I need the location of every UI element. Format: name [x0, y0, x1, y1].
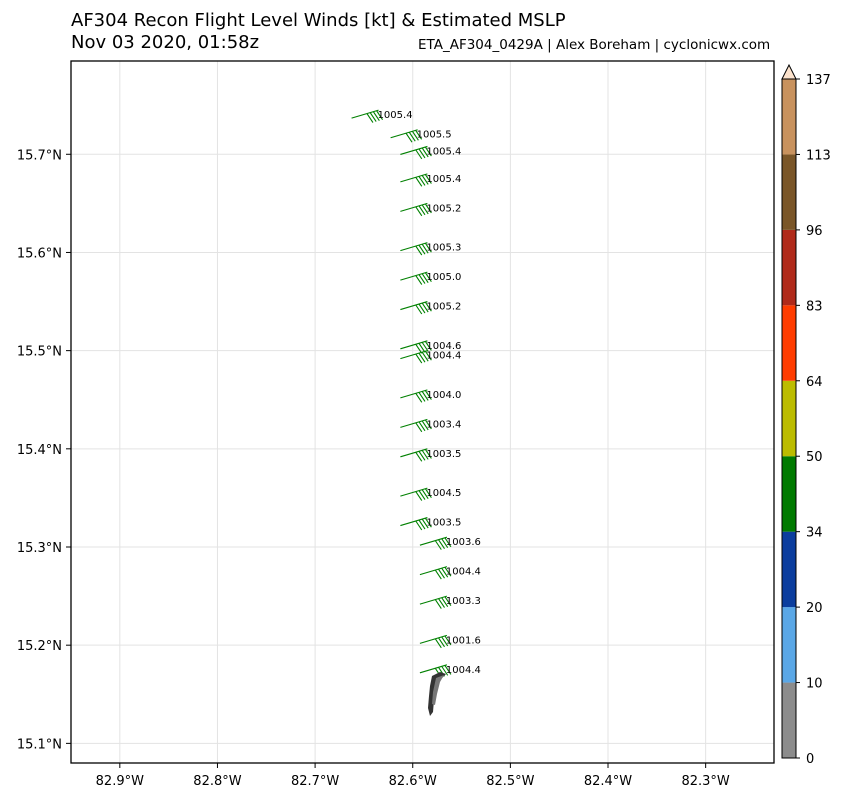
y-tick-label: 15.7°N [17, 148, 62, 163]
colorbar-segment [782, 305, 796, 381]
x-tick-label: 82.3°W [681, 774, 729, 789]
storm-center-marker [428, 672, 446, 716]
wind-barb [419, 536, 452, 550]
x-tick-label: 82.5°W [486, 774, 534, 789]
mslp-label: 1005.0 [426, 272, 461, 283]
colorbar-tick-label: 50 [806, 450, 823, 465]
mslp-label: 1004.5 [426, 488, 461, 499]
colorbar-tick-label: 96 [806, 224, 823, 239]
colorbar-tick-label: 34 [806, 526, 823, 541]
wind-barb [400, 173, 432, 187]
colorbar-tick-label: 113 [806, 148, 831, 163]
colorbar-tick-label: 83 [806, 299, 823, 314]
wind-barb [400, 202, 432, 217]
wind-barb [390, 129, 423, 143]
y-tick-label: 15.4°N [17, 443, 62, 458]
mslp-label: 1005.2 [426, 302, 461, 313]
mslp-label: 1005.4 [378, 110, 413, 121]
wind-barb [400, 517, 432, 531]
mslp-label: 1005.3 [426, 243, 461, 254]
mslp-label: 1003.5 [426, 449, 461, 460]
storm-core-shape [428, 672, 446, 716]
x-tick-label: 82.9°W [96, 774, 144, 789]
colorbar-segment [782, 682, 796, 758]
mslp-label: 1004.4 [426, 351, 461, 362]
mslp-label: 1003.4 [426, 419, 461, 430]
colorbar-tick-label: 20 [806, 601, 823, 616]
wind-barb [400, 145, 432, 160]
colorbar-tick-label: 0 [806, 752, 814, 767]
colorbar-tick-label: 10 [806, 677, 823, 692]
credit-text: ETA_AF304_0429A | Alex Boreham | cycloni… [418, 37, 771, 53]
colorbar-segment [782, 456, 796, 532]
mslp-label: 1001.6 [446, 635, 481, 646]
wind-barb [400, 271, 432, 285]
y-tick-label: 15.3°N [17, 541, 62, 556]
colorbar-segment [782, 380, 796, 457]
mslp-label: 1004.6 [426, 341, 461, 352]
gridlines [71, 61, 774, 763]
wind-barb [400, 389, 432, 403]
wind-barb [400, 340, 432, 354]
x-tick-label: 82.6°W [389, 774, 437, 789]
mslp-label: 1005.4 [426, 146, 461, 157]
mslp-label: 1003.5 [426, 518, 461, 529]
wind-barb [400, 418, 432, 433]
colorbar-segment [782, 79, 796, 155]
observations-layer: 1005.4 1005.5 1005.4 1005.4 1005.2 1005.3 1005… [351, 109, 481, 678]
colorbar-extend-triangle [781, 63, 797, 80]
colorbar-tick-label: 137 [806, 73, 831, 88]
y-tick-label: 15.1°N [17, 737, 62, 752]
colorbar-segment [782, 154, 796, 230]
wind-barb [400, 242, 432, 256]
y-axis-ticks: 15.1°N 15.2°N 15.3°N 15.4°N 15.5°N 15.6°N 15.7… [17, 148, 71, 752]
wind-barb [400, 301, 432, 315]
mslp-label: 1005.2 [426, 203, 461, 214]
mslp-label: 1005.5 [417, 130, 452, 141]
x-tick-label: 82.7°W [291, 774, 339, 789]
colorbar-segment [782, 229, 796, 306]
y-tick-label: 15.2°N [17, 639, 62, 654]
wind-barb [419, 634, 452, 649]
mslp-label: 1003.6 [446, 537, 481, 548]
map-title: AF304 Recon Flight Level Winds [kt] & Es… [71, 10, 566, 31]
x-tick-label: 82.8°W [193, 774, 241, 789]
colorbar-segment [782, 607, 796, 683]
y-tick-label: 15.6°N [17, 246, 62, 261]
mslp-label: 1005.4 [426, 174, 461, 185]
wind-barb [419, 566, 452, 580]
storm-core-inner [432, 675, 444, 705]
plot-frame [70, 60, 775, 764]
wind-barb [400, 487, 432, 501]
colorbar-segment [782, 531, 796, 608]
map-subtitle: Nov 03 2020, 01:58z [71, 32, 260, 53]
mslp-label: 1003.3 [446, 596, 481, 607]
mslp-label: 1004.4 [446, 665, 481, 676]
colorbar: 0 10 20 34 50 64 83 96 113 137 [781, 63, 831, 767]
wind-barb [400, 350, 432, 364]
wind-barb [400, 448, 432, 462]
x-axis-ticks: 82.9°W 82.8°W 82.7°W 82.6°W 82.5°W 82.4°W 82.3… [96, 763, 730, 789]
colorbar-frame [781, 78, 797, 759]
wind-barb [419, 595, 452, 609]
colorbar-tick-label: 64 [806, 375, 823, 390]
mslp-label: 1004.4 [446, 567, 481, 578]
wind-barb [351, 109, 384, 123]
x-tick-label: 82.4°W [584, 774, 632, 789]
y-tick-label: 15.5°N [17, 345, 62, 360]
mslp-label: 1004.0 [426, 390, 461, 401]
